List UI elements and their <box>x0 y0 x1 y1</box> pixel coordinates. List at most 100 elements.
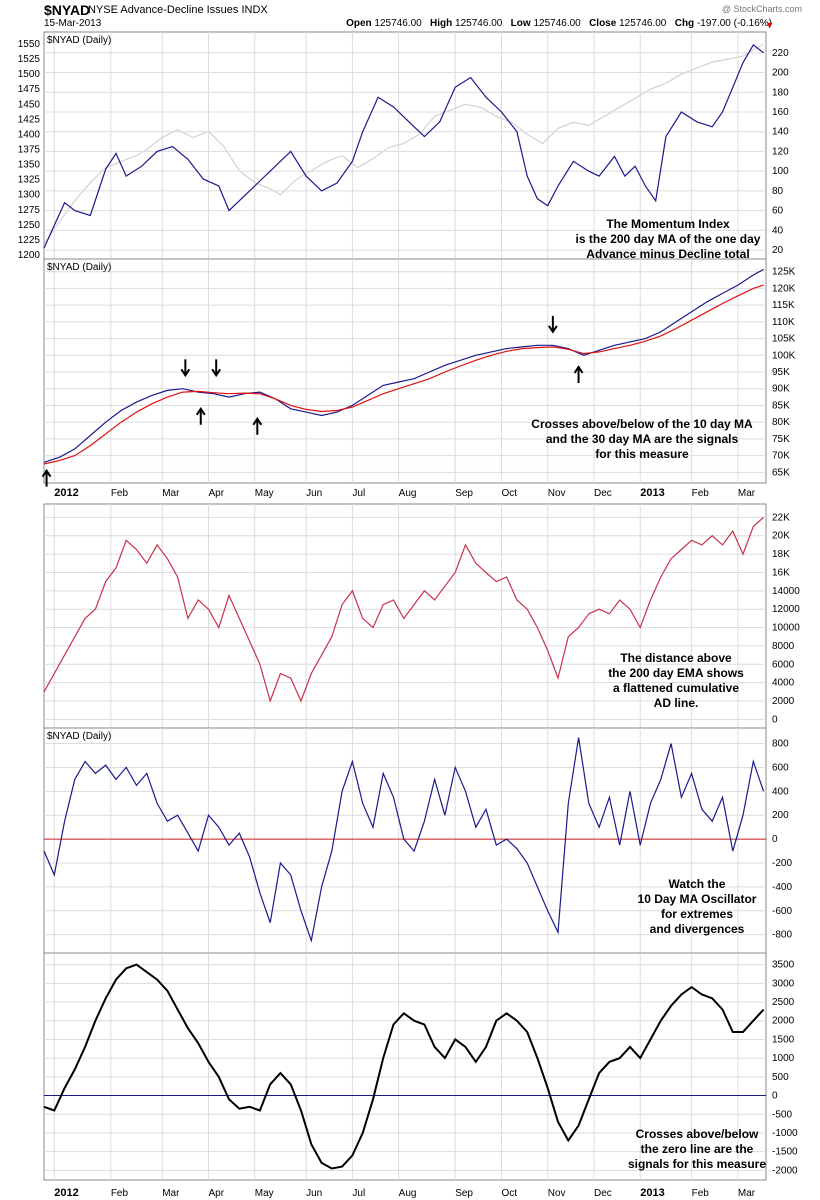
y-tick-label-right: 12000 <box>772 604 800 615</box>
annotation-text: and divergences <box>650 922 745 936</box>
y-tick-label-right: 180 <box>772 87 789 98</box>
y-tick-label-left: 1300 <box>18 190 41 201</box>
chart-panel-1: 20 40 60 80 100 120 140 160 180 200 220 1200 1225 125… <box>18 31 789 261</box>
series-line-2 <box>43 284 764 465</box>
x-tick-label: Oct <box>501 1188 517 1199</box>
y-tick-label-right: 0 <box>772 714 778 725</box>
y-tick-label-right: 2500 <box>772 997 795 1008</box>
series-line-1 <box>43 268 764 463</box>
chg-value: -197.00 (-0.16%) <box>696 18 772 29</box>
y-tick-label-right: 3500 <box>772 960 795 971</box>
y-tick-label-right: 6000 <box>772 659 795 670</box>
low-value: 125746.00 <box>533 18 581 29</box>
panel-frame <box>43 952 767 1181</box>
annotation-text: AD line. <box>654 696 699 710</box>
x-tick-label: 2013 <box>640 487 664 499</box>
down-triangle-icon: ▼ <box>765 20 774 30</box>
x-tick-label: May <box>255 488 274 499</box>
y-tick-label-right: 400 <box>772 786 789 797</box>
high-value: 125746.00 <box>455 18 503 29</box>
y-tick-label-right: 16K <box>772 567 790 578</box>
annotation-text: the zero line are the <box>641 1142 754 1156</box>
arrow-up-icon <box>195 406 206 425</box>
open-label: Open <box>346 18 372 29</box>
arrow-head <box>41 468 52 478</box>
y-tick-label-right: 220 <box>772 48 789 59</box>
y-tick-label-right: 85K <box>772 400 790 411</box>
y-tick-label-right: 20 <box>772 245 784 256</box>
panel-frame <box>43 258 767 484</box>
y-tick-label-right: 1500 <box>772 1034 795 1045</box>
x-tick-label: Nov <box>548 488 566 499</box>
y-tick-label-right: 2000 <box>772 696 795 707</box>
annotation-text: Crosses above/below of the 10 day MA <box>531 417 753 431</box>
x-tick-label: Dec <box>594 1188 612 1199</box>
chart-panel-5: -2000 -1500 -1000 -500 0 500 1000 1500 2000 2500 3… <box>43 952 798 1181</box>
annotation-text: 10 Day MA Oscillator <box>638 892 757 906</box>
arrow-down-icon <box>211 359 222 378</box>
arrow-up-icon <box>573 365 584 383</box>
low-label: Low <box>510 18 531 29</box>
y-tick-label-right: -500 <box>772 1109 792 1120</box>
y-tick-label-right: -1000 <box>772 1128 798 1139</box>
y-tick-label-right: 160 <box>772 107 789 118</box>
chart-date: 15-Mar-2013 <box>44 18 102 29</box>
y-tick-label-right: -200 <box>772 858 792 869</box>
arrow-up-icon <box>41 468 52 487</box>
annotation-text: a flattened cumulative <box>613 681 739 695</box>
y-tick-label-right: -600 <box>772 906 792 917</box>
open-value: 125746.00 <box>374 18 422 29</box>
x-tick-label: Apr <box>208 1188 224 1199</box>
y-tick-label-left: 1200 <box>18 250 41 261</box>
y-tick-label-left: 1550 <box>18 39 41 50</box>
chart-header: $NYAD NYSE Advance-Decline Issues INDX 1… <box>0 0 820 32</box>
y-tick-label-left: 1325 <box>18 175 41 186</box>
series-line-1 <box>43 516 764 703</box>
ticker-symbol: $NYAD <box>44 2 91 18</box>
chg-label: Chg <box>674 18 695 29</box>
y-tick-label-right: 120K <box>772 283 796 294</box>
chart-panel-2: 65K 70K 75K 80K 85K 90K 95K 100K 105K 110K 115K 120… <box>41 258 796 487</box>
close-label: Close <box>589 18 617 29</box>
annotation-text: and the 30 day MA are the signals <box>546 432 739 446</box>
y-tick-label-right: 2000 <box>772 1016 795 1027</box>
y-tick-label-right: 22K <box>772 512 790 523</box>
arrow-down-icon <box>548 315 558 334</box>
x-tick-label: Sep <box>455 488 473 499</box>
y-tick-label-right: 105K <box>772 334 796 345</box>
x-tick-label: Aug <box>399 1188 417 1199</box>
y-tick-label-right: 70K <box>772 451 790 462</box>
x-tick-label: 2013 <box>640 1187 664 1199</box>
y-tick-label-right: -1500 <box>772 1147 798 1158</box>
x-tick-label: Mar <box>162 1188 180 1199</box>
y-tick-label-right: 40 <box>772 225 784 236</box>
x-tick-label: Jul <box>352 488 365 499</box>
series-line-1 <box>43 44 764 249</box>
y-tick-label-left: 1350 <box>18 160 41 171</box>
x-tick-label: Nov <box>548 1188 566 1199</box>
y-tick-label-left: 1375 <box>18 145 41 156</box>
y-tick-label-right: 18K <box>772 549 790 560</box>
annotation-text: for extremes <box>661 907 733 921</box>
annotation-text: for this measure <box>595 447 689 461</box>
x-tick-label: Aug <box>399 488 417 499</box>
arrow-head <box>180 368 191 378</box>
y-tick-label-left: 1425 <box>18 114 41 125</box>
y-tick-label-left: 1525 <box>18 54 41 65</box>
arrow-head <box>252 417 263 426</box>
x-tick-label: Dec <box>594 488 612 499</box>
y-tick-label-right: 100K <box>772 350 796 361</box>
y-tick-label-right: 100 <box>772 166 789 177</box>
panel-frame <box>43 31 767 260</box>
arrow-head <box>548 325 558 334</box>
x-tick-label: Apr <box>208 488 224 499</box>
y-tick-label-right: -800 <box>772 930 792 941</box>
y-tick-label-right: 10000 <box>772 623 800 634</box>
x-tick-label: Sep <box>455 1188 473 1199</box>
arrow-head <box>573 365 584 374</box>
panel-label: $NYAD (Daily) <box>47 731 111 742</box>
y-tick-label-left: 1475 <box>18 84 41 95</box>
y-tick-label-right: 120 <box>772 146 789 157</box>
y-tick-label-left: 1250 <box>18 220 41 231</box>
